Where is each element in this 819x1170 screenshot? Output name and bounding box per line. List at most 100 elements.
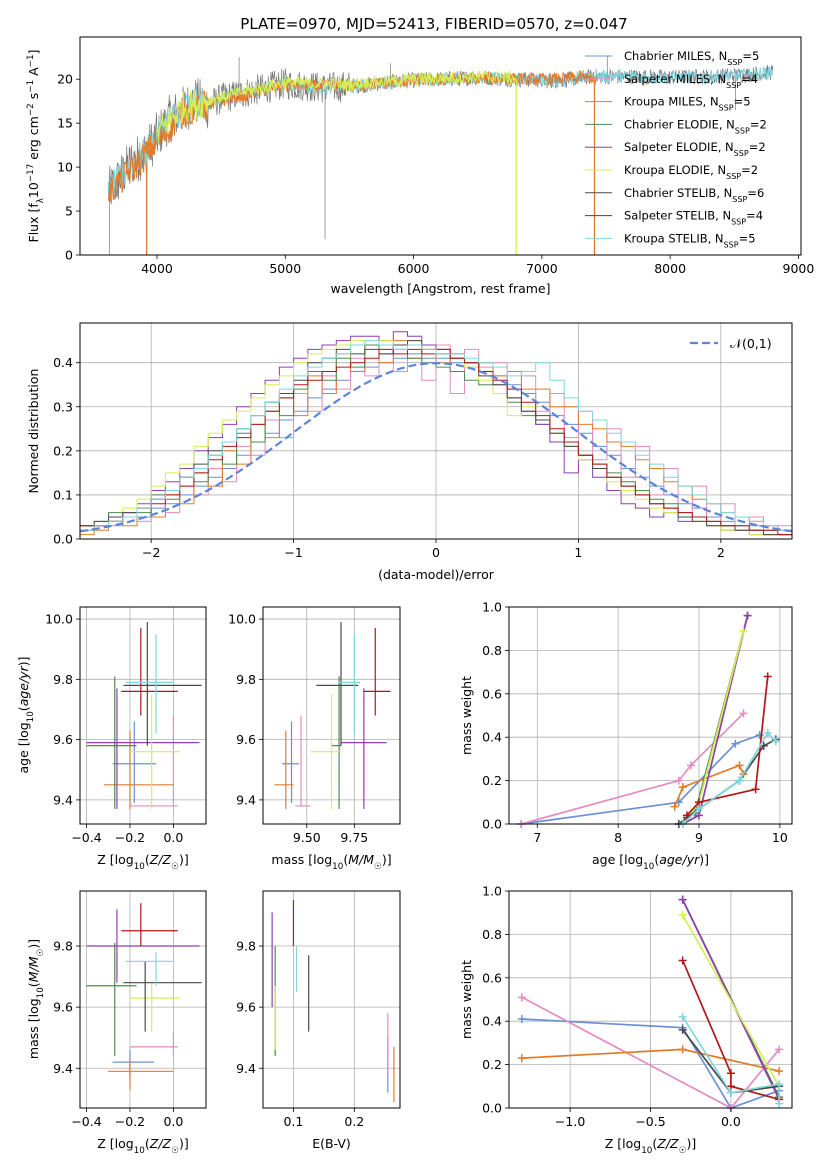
label-part: SSP [731,217,746,226]
label-part: 10 [134,862,145,872]
series-line [681,960,780,1101]
series-marker [755,731,764,740]
plot-area-spectrum [107,56,774,255]
label-part: age [log [16,722,31,773]
series-marker [517,1054,526,1063]
label-part: Kroupa MILES, N [624,95,719,109]
series-marker [751,785,760,794]
plot-area-massweight_vs_age [517,611,780,828]
panels: 4000 5000 6000 7000 8000 900005101520Chabrier… [16,36,814,1156]
series-marker [678,910,687,919]
series-marker [678,1025,687,1034]
series-marker [726,1088,735,1097]
legend-entry: Salpeter ELODIE, NSSP=2 [624,140,766,158]
y-tick-label: 0.4 [482,1014,502,1029]
label-part: )] [179,1136,189,1151]
y-axis-label: mass [log10(M/M☉)] [26,939,46,1059]
label-part: mass [log [26,998,41,1059]
label-part: ( [16,706,31,711]
label-part: mass [log [271,852,332,867]
plot-area-age_vs_mass [274,622,391,809]
label-part: 10 [332,862,343,872]
label-part: −1 [26,80,36,93]
x-axis-label: Z [log10(Z/Z☉)] [605,1136,696,1156]
y-tick-label: 9.8 [53,672,73,687]
x-tick-label: −2 [142,545,160,560]
axes-frame [262,606,401,825]
errorbar-point [103,730,174,809]
label-part: −2 [26,103,36,116]
label-part: λ [36,198,46,203]
frame-mass_vs_Z: −0.4 −0.2 0.0 9.4 9.6 9.8 [53,890,207,1129]
label-part: Z/Z [149,852,172,867]
x-tick-label: 1 [574,545,582,560]
label-part: ☉ [36,949,46,957]
label-part: ( [343,852,348,867]
label-part: =2 [741,163,758,177]
series-line [674,764,745,807]
errorbar-point [295,715,311,807]
normal-curve [80,361,792,533]
x-axis-label: E(B-V) [312,1136,351,1151]
label-part: =4 [741,72,758,86]
y-tick-label: 15 [57,116,73,131]
x-tick-label: −0.2 [115,830,145,845]
errorbar-point [331,676,342,809]
errorbar-point [112,721,157,803]
x-tick-label: 8000 [654,261,686,276]
axes-frame [79,606,207,825]
x-axis-label: Z [log10(Z/Z☉)] [97,852,188,872]
label-part: Z/Z [656,1136,679,1151]
series-kroupa-miles [517,1045,784,1076]
errorbar-point [125,952,174,986]
y-axis-label: Flux [fλ10−17 erg cm−2 s−1 A−1] [26,50,46,243]
label-part: 10 [36,987,46,998]
figure-title: PLATE=0970, MJD=52413, FIBERID=0570, z=0… [240,15,627,33]
label-part: =5 [742,49,759,63]
label-part: s [26,93,41,104]
label-part: 10 [26,711,36,722]
y-tick-label: 10 [57,160,73,175]
label-part: Z [log [97,1136,133,1151]
x-tick-label: −0.5 [635,1114,665,1129]
series-marker [678,1012,687,1021]
y-tick-label: 0.0 [482,817,502,832]
x-tick-label: 8 [614,830,622,845]
label-part: age/yr [16,665,31,706]
errorbar-point [129,715,178,807]
legend-entry: Kroupa ELODIE, NSSP=2 [624,163,758,181]
label-part: ☉ [171,862,179,872]
legend-entry: Chabrier STELIB, NSSP=6 [624,186,764,204]
y-tick-label: 9.4 [236,1061,256,1076]
errorbar-point [129,1031,178,1057]
label-part: ( [652,1136,657,1151]
label-part: )] [16,656,31,666]
y-tick-label: 9.4 [53,792,73,807]
label-part: ( [145,852,150,867]
series-marker [735,776,744,785]
x-tick-label: 9.50 [293,830,321,845]
series-marker [678,1045,687,1054]
y-tick-label: 20 [57,72,73,87]
series-marker [517,1015,526,1024]
x-tick-label: −0.4 [71,1114,101,1129]
x-tick-label: 6000 [398,261,430,276]
y-tick-label: 0.6 [482,686,502,701]
y-tick-label: 0.6 [482,970,502,985]
histogram-kroupa-stelib [80,340,792,539]
errorbar-point [108,1059,174,1090]
errorbar-point [129,694,180,809]
label-part: =5 [739,231,756,245]
errorbar-point [86,942,137,1057]
x-tick-label: −1.0 [555,1114,585,1129]
frame-mass_vs_ebv: 0.1 0.2 9.4 9.6 9.8 [236,890,401,1129]
label-part: Salpeter ELODIE, N [624,140,734,154]
frame-massweight_vs_age: 7 8 9 10 0.0 0.2 0.4 0.6 0.8 1.0 [482,600,793,845]
label-part: −1 [26,54,36,67]
series-marker [775,1045,784,1054]
y-axis-label: mass weight [459,676,474,755]
series-marker [678,783,687,792]
label-part: −17 [26,164,36,182]
axes-mass_vs_ebv: 0.1 0.2 9.4 9.6 9.8 E(B-V) [236,890,401,1151]
